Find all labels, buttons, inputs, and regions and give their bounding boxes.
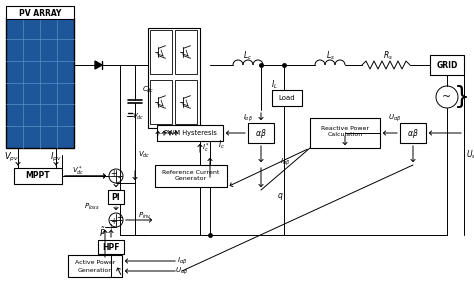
Bar <box>150 80 172 124</box>
Text: PI: PI <box>112 193 120 201</box>
Text: $V_{dc}^*$: $V_{dc}^*$ <box>72 164 84 178</box>
Bar <box>108 190 124 204</box>
Text: $P_{inv}$: $P_{inv}$ <box>138 211 152 221</box>
Bar <box>68 255 122 277</box>
Text: ~: ~ <box>442 92 452 102</box>
Text: Active Power: Active Power <box>75 260 115 265</box>
Text: HPF: HPF <box>102 243 120 251</box>
Text: -: - <box>118 173 120 183</box>
Bar <box>248 123 274 143</box>
Text: $\tilde{P}$: $\tilde{P}$ <box>100 225 107 239</box>
Bar <box>272 90 302 106</box>
Text: $L_c$: $L_c$ <box>244 50 253 62</box>
Bar <box>6 18 74 148</box>
Text: $P_{loss}$: $P_{loss}$ <box>84 202 100 212</box>
Text: Generator: Generator <box>175 176 207 181</box>
Text: $I_{pv}$: $I_{pv}$ <box>50 151 62 163</box>
Text: +: + <box>110 218 116 226</box>
Text: PV ARRAY: PV ARRAY <box>19 9 61 18</box>
Text: $I_{\alpha\beta}$: $I_{\alpha\beta}$ <box>243 112 253 124</box>
Text: $I_L$: $I_L$ <box>271 79 278 91</box>
Text: Load: Load <box>279 95 295 101</box>
Text: $V_{pv}$: $V_{pv}$ <box>4 151 19 163</box>
Text: $I_c$: $I_c$ <box>218 139 225 151</box>
Text: $C_{dc}$: $C_{dc}$ <box>142 85 155 95</box>
Bar <box>98 240 124 254</box>
Text: Calculation: Calculation <box>328 133 363 138</box>
Bar <box>6 6 74 19</box>
Text: $\alpha\beta$: $\alpha\beta$ <box>407 126 419 139</box>
Text: Reference Current: Reference Current <box>162 171 219 176</box>
Bar <box>150 30 172 74</box>
Text: $U_{\alpha\beta}$: $U_{\alpha\beta}$ <box>175 265 189 277</box>
Text: $U_s$: $U_s$ <box>466 149 474 161</box>
Text: $I_c^*$: $I_c^*$ <box>202 141 210 155</box>
Text: MPPT: MPPT <box>26 171 50 181</box>
Text: $\alpha\beta$: $\alpha\beta$ <box>255 126 267 139</box>
Text: GRID: GRID <box>436 61 458 69</box>
Text: $V_{dc}$: $V_{dc}$ <box>138 150 151 160</box>
Text: $V_{dc}$: $V_{dc}$ <box>132 112 145 122</box>
Bar <box>175 30 197 74</box>
Text: $q$: $q$ <box>277 191 283 201</box>
Text: +: + <box>110 170 116 178</box>
Text: $I_{\alpha\beta}$: $I_{\alpha\beta}$ <box>280 156 290 168</box>
Bar <box>175 80 197 124</box>
Text: $L_s$: $L_s$ <box>326 50 335 62</box>
Text: Reactive Power: Reactive Power <box>321 126 369 131</box>
Text: $I_{\alpha\beta}$: $I_{\alpha\beta}$ <box>177 255 187 267</box>
Bar <box>157 125 223 141</box>
Bar <box>148 28 200 128</box>
Bar <box>400 123 426 143</box>
Text: }: } <box>454 85 470 109</box>
Bar <box>430 55 464 75</box>
Text: +: + <box>116 213 122 223</box>
Text: $R_s$: $R_s$ <box>383 50 393 62</box>
Bar <box>14 168 62 184</box>
Text: Generation: Generation <box>77 268 113 273</box>
Bar <box>310 118 380 148</box>
Text: $U_{\alpha\beta}$: $U_{\alpha\beta}$ <box>388 112 401 124</box>
Text: +: + <box>107 223 113 233</box>
Bar <box>155 165 227 187</box>
Polygon shape <box>95 61 102 69</box>
Text: PWM Hysteresis: PWM Hysteresis <box>164 130 217 136</box>
